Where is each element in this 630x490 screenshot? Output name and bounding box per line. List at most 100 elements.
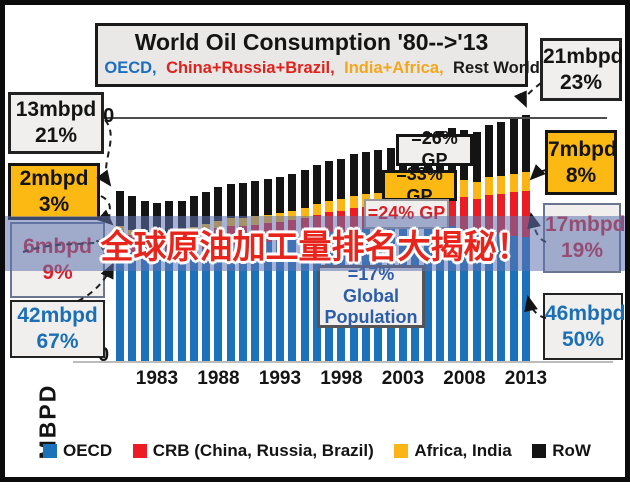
bar-segment (263, 178, 272, 215)
x-tick-2003: 2003 (381, 368, 425, 389)
bar-segment (325, 200, 334, 212)
bar-segment (460, 196, 469, 231)
bar-segment (509, 118, 518, 175)
bar-segment (116, 190, 124, 226)
annotation-2013-oecd: 46mbpd 50% (543, 293, 626, 360)
x-tick-2013: 2013 (504, 368, 548, 389)
bar-segment (349, 195, 358, 208)
bar-segment (140, 255, 149, 361)
annotation-2013-africa-india: 7mbpd 8% (545, 130, 617, 195)
bar-segment (116, 247, 124, 361)
bar-segment (460, 180, 469, 197)
bar-segment (485, 194, 493, 233)
legend-swatch-crb (132, 444, 147, 458)
bar-2010 (485, 124, 493, 362)
bar-segment (472, 182, 481, 199)
bar-segment (312, 204, 321, 215)
bar-segment (485, 232, 493, 361)
bar-segment (189, 251, 198, 362)
bar-segment (337, 158, 346, 200)
bar-segment (337, 199, 346, 211)
bar-segment (485, 177, 493, 195)
bar-segment (275, 240, 284, 361)
bar-segment (288, 173, 297, 211)
bar-segment (448, 193, 457, 227)
bar-segment (521, 190, 530, 237)
bar-segment (275, 177, 284, 214)
gridline-90 (95, 117, 607, 119)
bar-segment (509, 192, 518, 236)
annotation-crb-gp: =33% GP (382, 164, 457, 206)
bar-segment (177, 255, 186, 361)
bar-segment (239, 182, 247, 218)
annotation-1980-oecd: 42mbpd 67% (10, 300, 105, 358)
legend-item-africa-india: Africa, India (394, 441, 512, 461)
bar-segment (312, 165, 321, 205)
bar-segment (312, 234, 321, 362)
bar-segment (497, 234, 506, 361)
legend-item-crb: CRB (China, Russia, Brazil) (132, 441, 374, 461)
subtitle-crb: China+Russia+Brazil, (166, 58, 335, 77)
bar-segment (165, 256, 174, 361)
bar-segment (349, 154, 358, 196)
subtitle-oecd: OECD, (104, 58, 157, 77)
x-tick-1988: 1988 (197, 368, 240, 389)
bar-segment (460, 230, 469, 361)
bar-segment (214, 187, 223, 221)
bar-2011 (497, 122, 506, 361)
bar-segment (521, 171, 530, 191)
bar-segment (300, 237, 309, 361)
bar-segment (288, 238, 297, 361)
bar-segment (374, 149, 383, 193)
x-tick-1983: 1983 (135, 368, 179, 389)
annotation-row-gp: =26% GP (396, 128, 473, 170)
bar-segment (448, 226, 457, 361)
bar-segment (362, 152, 370, 195)
legend-swatch-row (532, 444, 547, 458)
bar-segment (300, 207, 309, 218)
bar-segment (472, 132, 481, 182)
bar-segment (497, 176, 506, 195)
bar-segment (509, 174, 518, 193)
bar-segment (128, 196, 137, 230)
legend: OECD CRB (China, Russia, Brazil) Africa,… (43, 441, 591, 461)
legend-swatch-africa-india (394, 444, 409, 458)
bar-segment (497, 194, 506, 235)
bar-segment (226, 244, 235, 361)
x-tick-1993: 1993 (258, 368, 302, 389)
x-axis-line (73, 361, 613, 363)
bar-segment (300, 169, 309, 208)
bar-segment (521, 115, 530, 172)
annotation-2013-row: 21mbpd 23% (540, 38, 624, 101)
chart-title: World Oil Consumption '80-->'13 (134, 29, 489, 55)
bar-segment (239, 245, 247, 361)
legend-item-oecd: OECD (43, 441, 112, 461)
bar-segment (435, 225, 444, 361)
bar-segment (251, 180, 260, 217)
bar-segment (202, 249, 211, 361)
bar-segment (189, 195, 198, 228)
bar-2012 (509, 118, 518, 362)
bar-segment (202, 192, 211, 225)
bar-segment (214, 246, 223, 361)
annotation-oecd-global-population: =17% Global Population (317, 264, 425, 328)
bar-segment (423, 225, 432, 361)
x-tick-2008: 2008 (443, 368, 486, 389)
bar-segment (325, 160, 334, 201)
bar-segment (485, 124, 493, 178)
bar-segment (152, 256, 161, 361)
bar-segment (509, 235, 518, 361)
x-tick-1998: 1998 (320, 368, 363, 389)
bar-segment (386, 148, 395, 192)
subtitle-india-africa: India+Africa, (344, 58, 444, 77)
bar-segment (472, 233, 481, 361)
bar-segment (251, 244, 260, 361)
bar-segment (288, 210, 297, 221)
subtitle-rest-world: Rest World (453, 58, 540, 77)
bar-segment (497, 122, 506, 177)
bar-segment (226, 183, 235, 218)
legend-item-row: RoW (532, 441, 591, 461)
chart-subtitle: OECD, China+Russia+Brazil, India+Africa,… (104, 58, 539, 78)
watermark-text: 全球原油加工量排名大揭秘！ (100, 227, 530, 265)
